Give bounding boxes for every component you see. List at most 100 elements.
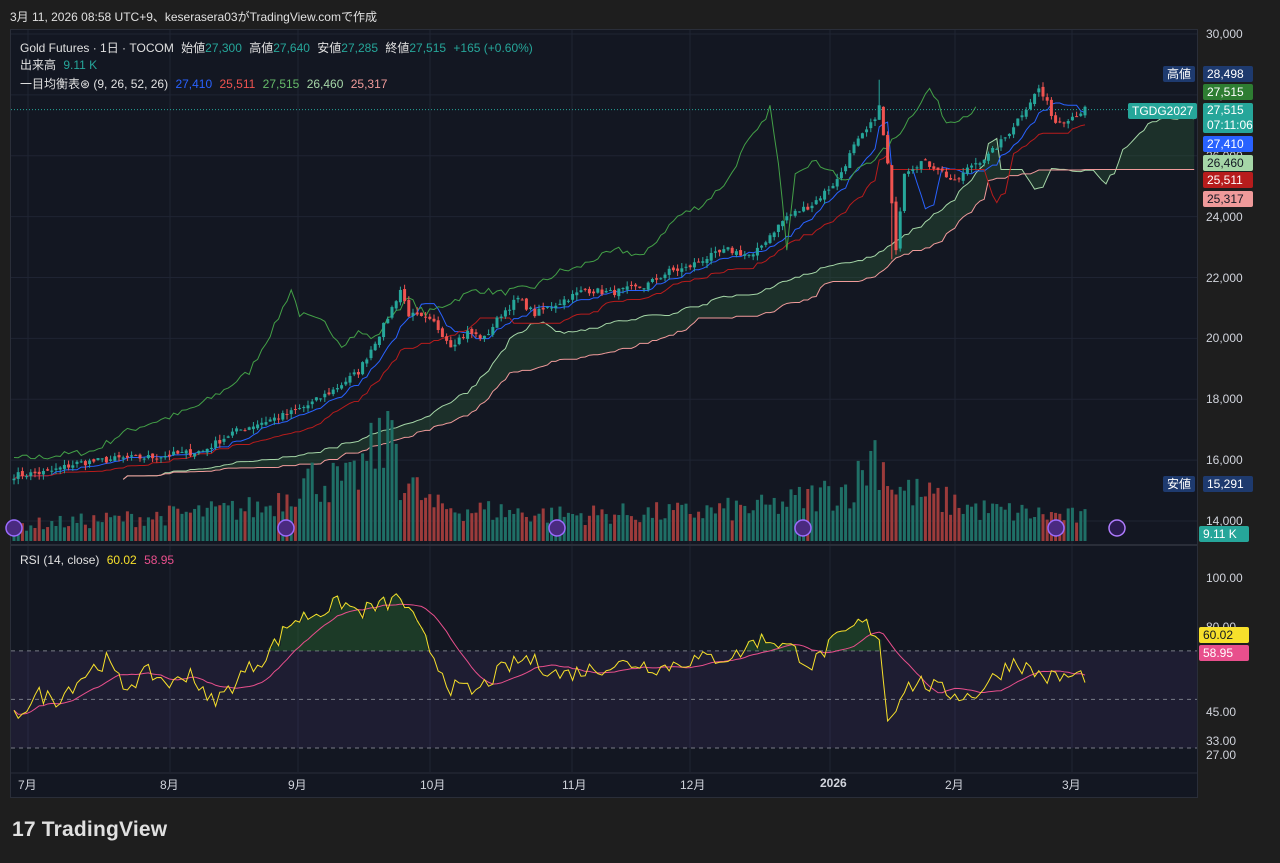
- span-b-tag: 25,317: [1203, 191, 1253, 207]
- volume-bar: [230, 500, 234, 541]
- candle-body: [411, 312, 415, 316]
- volume-bar: [537, 513, 541, 541]
- tenkan-tag: 27,410: [1203, 136, 1253, 152]
- volume-bar: [697, 511, 701, 541]
- candle-body: [550, 307, 554, 309]
- candle-body: [621, 288, 625, 290]
- open-label: 始値: [181, 41, 206, 55]
- volume-bar: [881, 462, 885, 541]
- candle-body: [390, 307, 394, 318]
- candle-body: [1033, 93, 1037, 105]
- volume-bar: [398, 500, 402, 541]
- volume-bar: [54, 525, 58, 541]
- candle-body: [58, 467, 62, 470]
- symbol-legend[interactable]: Gold Futures · 1日 · TOCOM 始値27,300 高値27,…: [20, 39, 537, 56]
- candle-body: [533, 308, 537, 317]
- volume-bar: [663, 518, 667, 541]
- candle-body: [865, 129, 869, 133]
- volume-bar: [970, 506, 974, 541]
- candle-body: [281, 413, 285, 420]
- ichimoku-legend[interactable]: 一目均衡表⊛ (9, 26, 52, 26) 27,410 25,511 27,…: [20, 75, 391, 92]
- volume-bar: [314, 494, 318, 541]
- candle-body: [71, 465, 75, 468]
- volume-bar: [62, 527, 66, 541]
- candle-body: [844, 166, 848, 172]
- volume-bar: [688, 513, 692, 541]
- senkou-span-b: [122, 168, 1195, 480]
- volume-legend[interactable]: 出来高 9.11 K: [20, 56, 101, 73]
- time-tick-label: 8月: [160, 778, 179, 792]
- volume-bar: [655, 502, 659, 541]
- volume-bar: [25, 530, 29, 541]
- volume-bar: [1037, 507, 1041, 541]
- volume-bar: [944, 486, 948, 541]
- candle-body: [911, 169, 915, 171]
- candle-body: [751, 254, 755, 257]
- volume-bar: [352, 460, 356, 541]
- candle-body: [146, 455, 150, 459]
- volume-bar: [831, 510, 835, 541]
- volume-bar: [243, 511, 247, 541]
- candle-body: [692, 262, 696, 268]
- candle-body: [663, 274, 667, 279]
- candle-body: [881, 106, 885, 136]
- low-label: 安値: [317, 41, 342, 55]
- volume-bar: [432, 507, 436, 541]
- price-tick-label: 20,000: [1206, 331, 1243, 346]
- candle-body: [41, 470, 45, 475]
- candle-body: [743, 254, 747, 256]
- time-tick-label: 7月: [18, 778, 37, 792]
- volume-bar: [419, 500, 423, 541]
- volume-bar: [369, 422, 373, 541]
- candle-body: [340, 385, 344, 389]
- volume-bar: [865, 485, 869, 541]
- volume-bar: [659, 519, 663, 541]
- volume-bar: [327, 502, 331, 541]
- candle-body: [348, 375, 352, 383]
- candle-body: [319, 398, 323, 400]
- candle-body: [403, 289, 407, 302]
- candle-body: [877, 105, 881, 120]
- candle-body: [579, 290, 583, 292]
- volume-bar: [172, 506, 176, 541]
- candle-body: [193, 453, 197, 457]
- candle-body: [419, 312, 423, 316]
- candle-body: [377, 336, 381, 345]
- volume-bar: [256, 501, 260, 541]
- candle-body: [957, 178, 961, 180]
- volume-bar: [512, 513, 516, 541]
- senkou-span-a: [122, 115, 1195, 480]
- price-tick-label: 16,000: [1206, 453, 1243, 468]
- kumo-fill: [123, 116, 1195, 480]
- candle-body: [289, 410, 293, 415]
- volume-bar: [613, 514, 617, 541]
- volume-bar: [146, 517, 150, 541]
- candle-body: [646, 282, 650, 290]
- volume-bar: [949, 514, 953, 541]
- candle-body: [1070, 116, 1074, 121]
- candle-body: [902, 173, 906, 212]
- candle-body: [949, 178, 953, 180]
- candle-body: [760, 245, 764, 248]
- volume-bar: [860, 470, 864, 541]
- ichimoku-chikou-value: 27,515: [262, 77, 300, 91]
- volume-bar: [806, 488, 810, 541]
- volume-bar: [743, 505, 747, 541]
- volume-bar: [919, 496, 923, 541]
- candle-body: [638, 286, 642, 288]
- volume-bar: [818, 487, 822, 541]
- volume-bar: [373, 468, 377, 541]
- candle-body: [62, 464, 66, 469]
- candle-body: [1062, 122, 1066, 124]
- volume-bar: [764, 504, 768, 541]
- volume-bar: [436, 494, 440, 541]
- rsi-legend[interactable]: RSI (14, close) 60.02 58.95: [20, 553, 178, 567]
- candle-body: [571, 293, 575, 300]
- volume-bar: [638, 522, 642, 541]
- candle-body: [264, 422, 268, 425]
- header-caption: 3月 11, 2026 08:58 UTC+9、keserasera03がTra…: [10, 10, 377, 24]
- candle-body: [205, 448, 209, 453]
- candle-body: [440, 328, 444, 338]
- volume-bar: [957, 507, 961, 541]
